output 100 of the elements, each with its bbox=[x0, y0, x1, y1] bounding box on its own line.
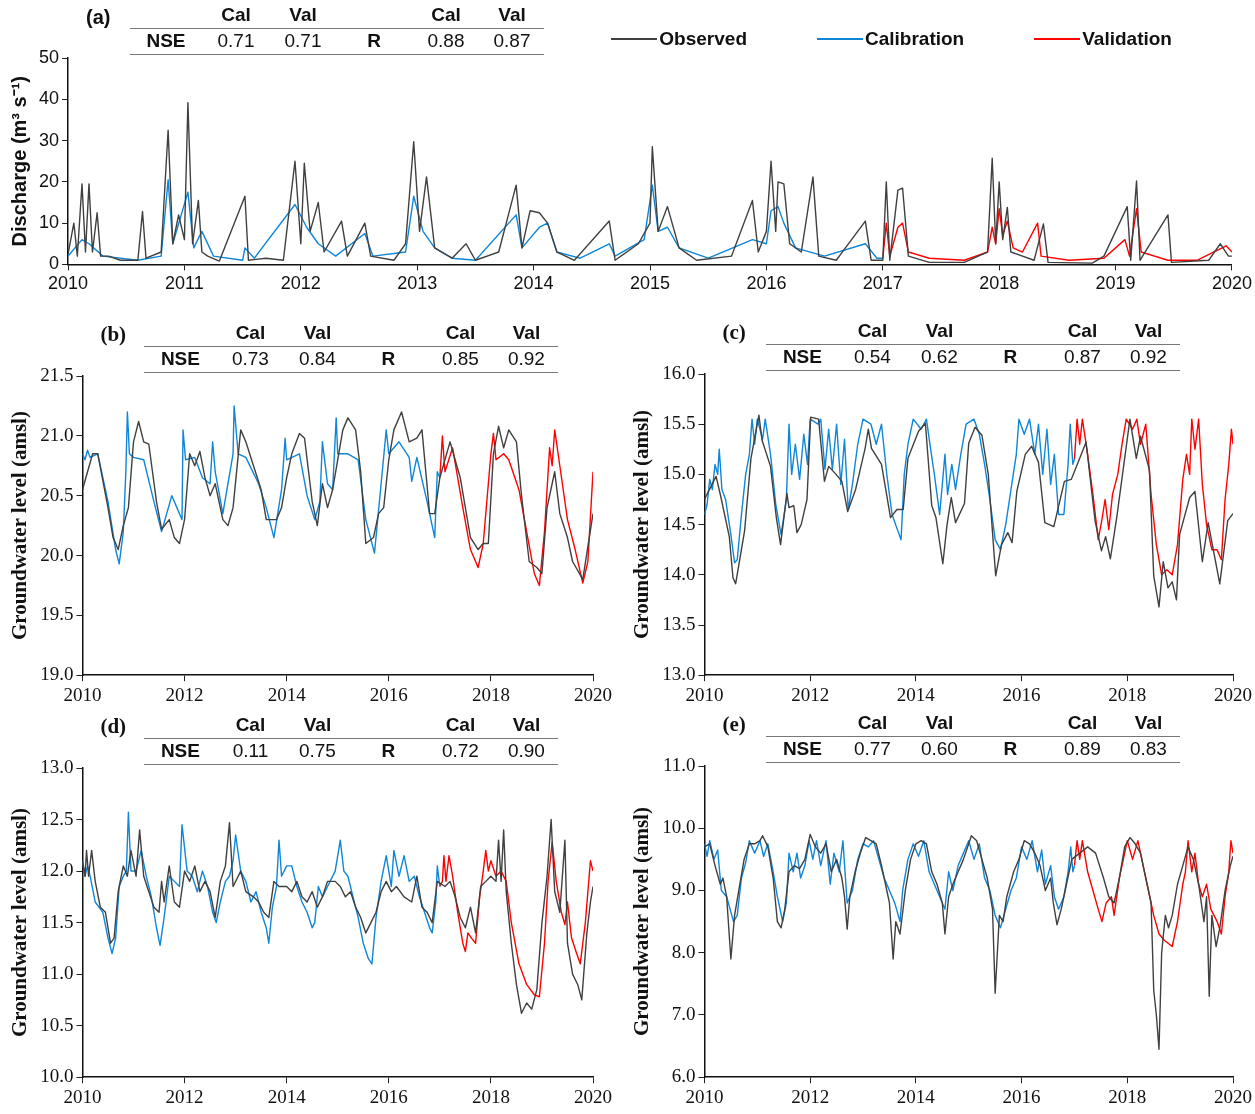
text: Val bbox=[1133, 711, 1164, 735]
chart-title: (c) bbox=[722, 319, 746, 344]
text: 0.77 bbox=[852, 737, 892, 761]
y-tick-label: 13.0 bbox=[662, 663, 696, 685]
text: R bbox=[1002, 737, 1019, 761]
y-tick-label: 20.5 bbox=[40, 483, 74, 505]
y-tick-label: 14.5 bbox=[662, 512, 696, 534]
text: 0.72 bbox=[440, 739, 480, 763]
y-tick-label: 10.5 bbox=[40, 1013, 74, 1035]
text: R bbox=[380, 347, 397, 371]
text: Cal bbox=[444, 713, 477, 737]
x-tick-label: 2014 bbox=[896, 1085, 936, 1107]
text: Val bbox=[302, 713, 333, 737]
text: 0.90 bbox=[506, 739, 546, 763]
text: 0.83 bbox=[1128, 737, 1168, 761]
x-tick-label: 2016 bbox=[746, 273, 787, 294]
text: 0.87 bbox=[492, 29, 532, 53]
text: 0.11 bbox=[231, 739, 270, 763]
text: 0.92 bbox=[1128, 345, 1168, 369]
y-tick-label: 11.5 bbox=[40, 910, 74, 932]
x-tick-label: 2013 bbox=[397, 273, 438, 294]
x-tick-label: 2019 bbox=[1095, 273, 1136, 294]
text: 0.84 bbox=[297, 347, 337, 371]
text: 0.87 bbox=[1062, 345, 1102, 369]
y-tick-label: 50 bbox=[38, 46, 60, 67]
x-tick-label: 2020 bbox=[574, 1085, 612, 1107]
x-tick-label: 2010 bbox=[48, 273, 89, 294]
legend-label: Validation bbox=[1082, 28, 1172, 50]
text: Cal bbox=[234, 713, 267, 737]
y-tick-label: 19.5 bbox=[40, 603, 74, 625]
text: NSE bbox=[145, 29, 187, 53]
y-tick-label: 15.5 bbox=[662, 412, 696, 434]
x-tick-label: 2012 bbox=[165, 1085, 204, 1107]
y-tick-label: 11.0 bbox=[40, 962, 74, 984]
y-tick-label: 19.0 bbox=[40, 663, 74, 685]
y-tick-label: 16.0 bbox=[662, 361, 696, 383]
text: NSE bbox=[159, 347, 201, 371]
y-tick-label: 14.0 bbox=[662, 562, 696, 584]
y-tick-label: 30 bbox=[38, 129, 60, 150]
x-tick-label: 2012 bbox=[791, 683, 830, 705]
x-tick-label: 2014 bbox=[896, 683, 936, 705]
text: 0.71 bbox=[216, 29, 256, 53]
text: Val bbox=[302, 321, 333, 345]
y-tick-label: 40 bbox=[38, 88, 60, 109]
text: R bbox=[380, 739, 397, 763]
x-tick-label: 2016 bbox=[1002, 1085, 1041, 1107]
text: 0.85 bbox=[440, 347, 480, 371]
y-tick-label: 0 bbox=[49, 253, 60, 274]
x-tick-label: 2012 bbox=[280, 273, 321, 294]
x-tick-label: 2020 bbox=[574, 683, 612, 705]
text: 0.92 bbox=[506, 347, 546, 371]
text: Cal bbox=[1066, 711, 1099, 735]
text: Cal bbox=[1066, 319, 1099, 343]
y-tick-label: 7.0 bbox=[671, 1002, 696, 1024]
text: 0.89 bbox=[1062, 737, 1102, 761]
y-tick-label: 10.0 bbox=[662, 816, 696, 838]
y-axis-title: Groundwater level (amsl) bbox=[7, 808, 32, 1038]
x-tick-label: 2014 bbox=[267, 683, 307, 705]
x-tick-label: 2010 bbox=[685, 683, 724, 705]
y-tick-label: 10 bbox=[38, 212, 60, 233]
y-tick-label: 20 bbox=[38, 170, 60, 191]
text: 0.71 bbox=[283, 29, 323, 53]
chart-title: (d) bbox=[100, 713, 127, 738]
legend-label: Observed bbox=[659, 28, 747, 50]
x-tick-label: 2018 bbox=[1108, 1085, 1147, 1107]
text: 0.62 bbox=[919, 345, 959, 369]
text: 0.88 bbox=[426, 29, 466, 53]
text: 0.73 bbox=[230, 347, 270, 371]
y-tick-label: 21.5 bbox=[40, 363, 74, 385]
x-tick-label: 2010 bbox=[63, 683, 102, 705]
text: Val bbox=[1133, 319, 1164, 343]
text: Cal bbox=[856, 319, 889, 343]
text: Val bbox=[924, 711, 955, 735]
x-tick-label: 2011 bbox=[165, 273, 204, 294]
x-tick-label: 2018 bbox=[471, 1085, 510, 1107]
text: Cal bbox=[220, 3, 252, 27]
text: Cal bbox=[444, 321, 477, 345]
x-tick-label: 2016 bbox=[1002, 683, 1041, 705]
x-tick-label: 2010 bbox=[63, 1085, 102, 1107]
x-tick-label: 2012 bbox=[791, 1085, 830, 1107]
x-tick-label: 2020 bbox=[1211, 273, 1252, 294]
text: R bbox=[366, 29, 382, 53]
text: Val bbox=[924, 319, 955, 343]
x-tick-label: 2018 bbox=[1108, 683, 1147, 705]
text: Val bbox=[511, 321, 542, 345]
y-tick-label: 12.5 bbox=[40, 807, 74, 829]
x-tick-label: 2016 bbox=[369, 1085, 408, 1107]
y-tick-label: 13.0 bbox=[40, 755, 74, 777]
text: NSE bbox=[159, 739, 201, 763]
y-axis-title: Discharge (m³ s⁻¹) bbox=[7, 76, 30, 247]
y-axis-title: Groundwater level (amsl) bbox=[629, 807, 654, 1037]
text: Val bbox=[497, 3, 527, 27]
x-tick-label: 2014 bbox=[513, 273, 554, 294]
y-tick-label: 6.0 bbox=[671, 1065, 696, 1087]
x-tick-label: 2014 bbox=[267, 1085, 307, 1107]
text: Cal bbox=[234, 321, 267, 345]
x-tick-label: 2020 bbox=[1214, 1085, 1252, 1107]
x-tick-label: 2018 bbox=[979, 273, 1020, 294]
text: NSE bbox=[781, 737, 823, 761]
text: 0.60 bbox=[919, 737, 959, 761]
